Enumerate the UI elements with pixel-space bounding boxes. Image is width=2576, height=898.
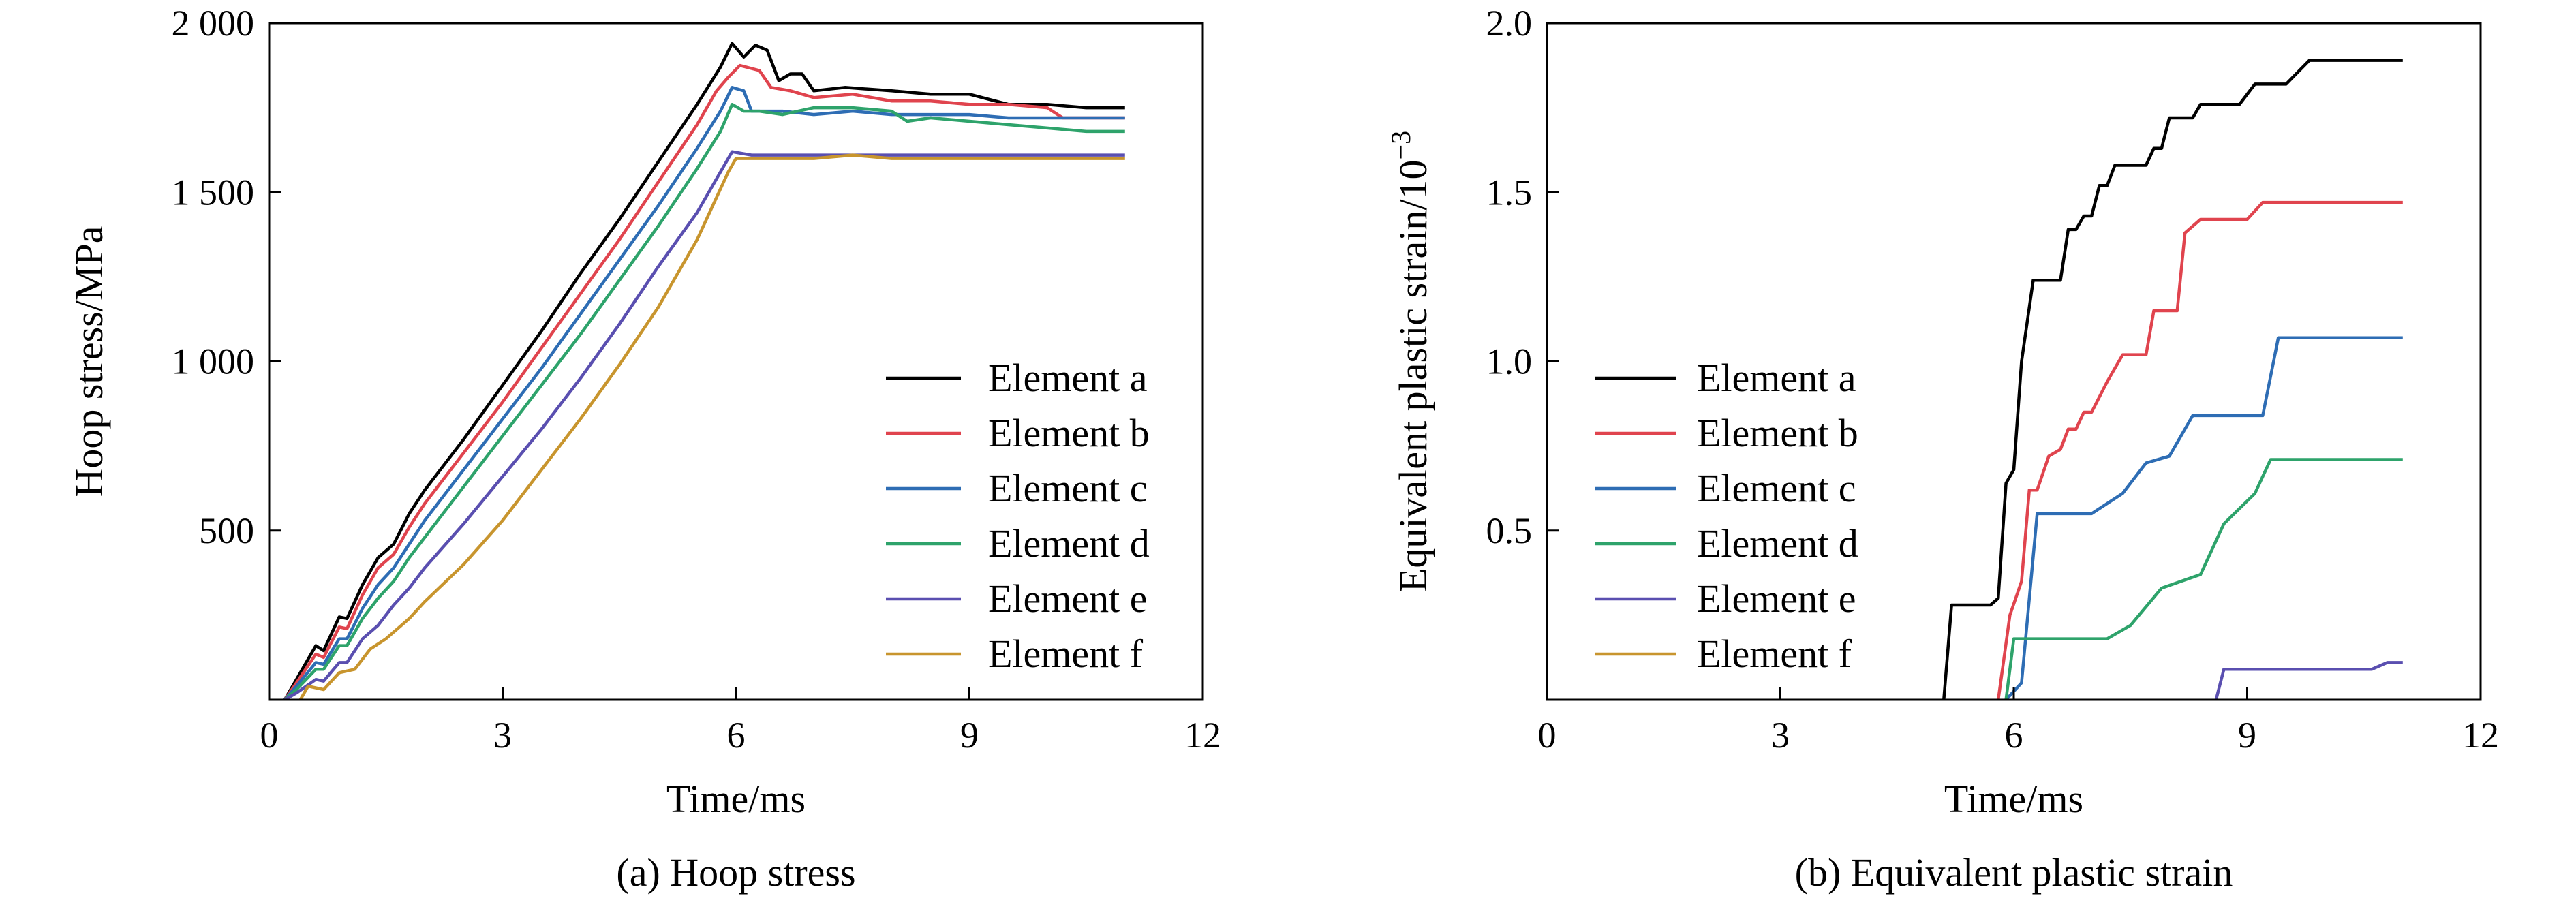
legend-label: Element b	[988, 411, 1150, 455]
series-line-element-d	[283, 102, 1125, 700]
x-axis-title: Time/ms	[1944, 777, 2083, 821]
series-line-element-d	[2004, 458, 2403, 700]
y-tick-label: 0.5	[1486, 510, 1533, 551]
y-tick-label: 1.5	[1486, 172, 1533, 213]
series-line-element-e	[283, 150, 1125, 700]
series-line-element-c	[283, 86, 1125, 700]
series-line-element-a	[283, 42, 1125, 700]
y-tick-label: 1 000	[172, 341, 255, 382]
legend-label: Element d	[988, 521, 1150, 566]
series-line-element-f	[284, 153, 1125, 700]
y-axis-title: Hoop stress/MPa	[67, 226, 111, 497]
legend-label: Element e	[988, 576, 1148, 621]
x-tick-label: 9	[2238, 715, 2256, 756]
x-tick-label: 6	[2005, 715, 2023, 756]
legend-label: Element a	[988, 356, 1148, 400]
x-tick-label: 3	[493, 715, 512, 756]
y-tick-label: 1.0	[1486, 341, 1533, 382]
legend-label: Element c	[988, 466, 1148, 510]
series-line-element-c	[2004, 336, 2403, 700]
legend-label: Element e	[1697, 576, 1856, 621]
legend: Element a Element b Element c Element d Elem…	[886, 356, 1150, 676]
legend-label: Element f	[1697, 632, 1852, 676]
y-axis-title: Equivalent plastic strain/10−3	[1385, 131, 1435, 592]
legend-label: Element f	[988, 632, 1144, 676]
x-tick-label: 3	[1771, 715, 1790, 756]
legend-label: Element a	[1697, 356, 1856, 400]
legend-label: Element b	[1697, 411, 1858, 455]
series-group	[283, 42, 1125, 700]
y-axis-title-superscript: −3	[1385, 131, 1416, 160]
legend-label: Element d	[1697, 521, 1858, 566]
legend: Element a Element b Element c Element d Elem…	[1595, 356, 1858, 676]
series-line-element-e	[2214, 661, 2403, 700]
y-axis-title-text: Equivalent plastic strain/10	[1391, 159, 1435, 592]
x-tick-label: 12	[2462, 715, 2499, 756]
y-axis-title-text: Hoop stress/MPa	[67, 226, 111, 497]
series-line-element-b	[283, 63, 1125, 700]
series-line-element-a	[1942, 59, 2403, 700]
y-tick-label: 2 000	[172, 3, 255, 44]
x-tick-label: 0	[1538, 715, 1557, 756]
x-axis-title: Time/ms	[666, 777, 806, 821]
panel-caption: (b) Equivalent plastic strain	[1795, 850, 2233, 895]
plot-frame	[1546, 22, 2482, 701]
series-line-element-b	[1996, 200, 2403, 700]
panel-plastic-strain: 0 3 6 9 12 0.5 1.0 1.5 2.0 Time/ms Equivalent plas…	[1385, 3, 2499, 895]
panel-caption: (a) Hoop stress	[616, 850, 855, 895]
y-tick-label: 1 500	[172, 172, 255, 213]
series-group	[1942, 59, 2403, 700]
x-tick-label: 0	[260, 715, 279, 756]
x-tick-label: 6	[727, 715, 746, 756]
y-tick-label: 500	[199, 510, 254, 551]
y-tick-label: 2.0	[1486, 3, 1533, 44]
x-tick-label: 12	[1184, 715, 1221, 756]
legend-label: Element c	[1697, 466, 1856, 510]
panel-hoop-stress: 0 3 6 9 12 500 1 000 1 500 2 000 Time/ms Hoop stre…	[67, 3, 1221, 895]
x-tick-label: 9	[960, 715, 979, 756]
